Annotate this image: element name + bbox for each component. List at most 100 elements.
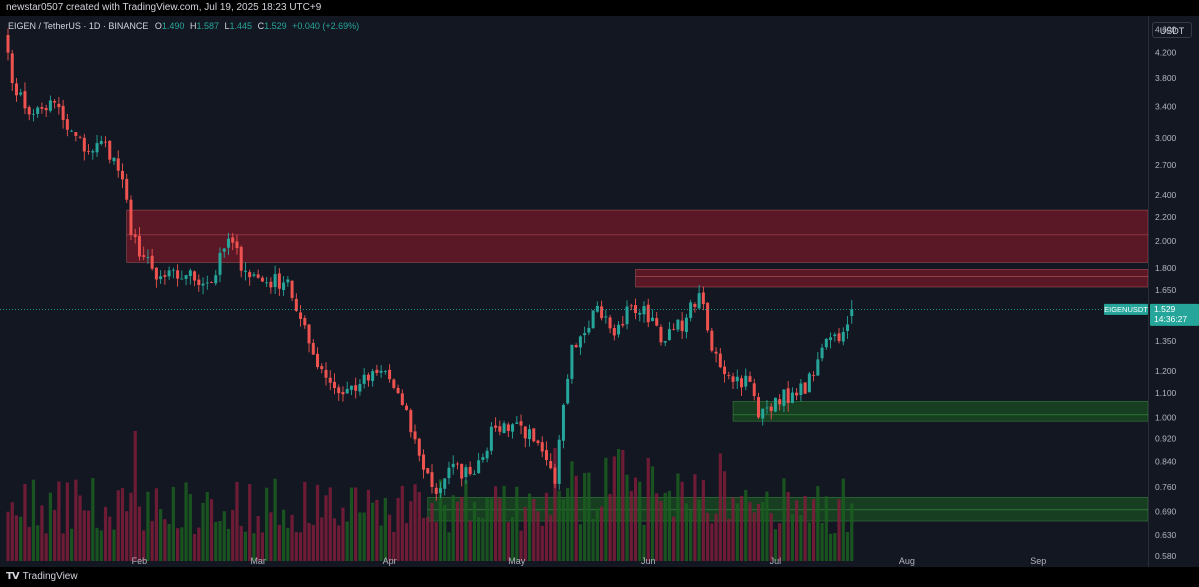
volume-bar <box>841 478 845 561</box>
candle-body <box>583 333 587 336</box>
candle-body <box>65 119 69 130</box>
candle-body <box>413 431 417 440</box>
candle-body <box>540 442 544 452</box>
candle-body <box>604 316 608 318</box>
volume-bar <box>812 498 816 561</box>
candle-body <box>320 366 324 370</box>
volume-bar <box>176 528 180 561</box>
price-axis-tick: 1.000 <box>1155 412 1177 422</box>
candle-body <box>78 136 82 138</box>
candle-body <box>269 281 273 288</box>
candle-body <box>6 35 10 53</box>
volume-bar <box>604 457 608 561</box>
volume-bar <box>752 512 756 561</box>
price-axis-tick: 4.600 <box>1155 24 1177 34</box>
volume-bar <box>192 534 197 561</box>
candle-body <box>99 141 103 144</box>
candle-body <box>676 319 680 330</box>
candle-body <box>430 472 434 488</box>
volume-bar <box>163 519 167 561</box>
volume-bar <box>10 502 14 561</box>
volume-bar <box>828 533 833 561</box>
chart-frame[interactable]: FebMarAprMayJunJulAugSepOct EIGEN / Teth… <box>0 16 1199 567</box>
candle-body <box>362 374 366 384</box>
volume-bar <box>646 457 650 561</box>
price-axis-tick: 1.100 <box>1155 388 1177 398</box>
candle-body <box>748 376 752 382</box>
candle-body <box>129 199 133 235</box>
price-axis-tick: 2.700 <box>1155 160 1177 170</box>
candle-body <box>307 324 311 344</box>
volume-bar <box>375 499 379 561</box>
candle-body <box>765 407 769 409</box>
attribution-bar: newstar0507 created with TradingView.com… <box>0 0 1199 16</box>
candle-body <box>638 312 642 315</box>
resistance-zone <box>126 209 1148 263</box>
volume-bar <box>57 481 61 561</box>
price-axis-tick: 0.630 <box>1155 530 1177 540</box>
candle-body <box>587 327 591 333</box>
volume-bar <box>549 514 553 561</box>
candle-body <box>163 275 167 277</box>
currency-button[interactable]: USDT <box>1152 22 1192 38</box>
volume-bar <box>481 518 485 561</box>
volume-bar <box>44 533 48 561</box>
volume-bar <box>570 461 574 561</box>
candle-body <box>443 478 447 489</box>
volume-bar <box>290 514 294 561</box>
volume-bar <box>243 531 248 561</box>
volume-bar <box>231 510 235 561</box>
candle-body <box>502 423 506 434</box>
candle-body <box>235 241 239 249</box>
candle-body <box>612 328 616 336</box>
volume-bar <box>421 518 426 561</box>
volume-bar <box>527 493 532 561</box>
tradingview-logo[interactable]: 𝗧𝗩 TradingView <box>6 571 78 582</box>
candle-body <box>226 238 230 248</box>
candle-body <box>205 282 209 284</box>
candle-body <box>846 324 850 331</box>
volume-bar <box>786 491 790 561</box>
candle-body <box>714 351 718 354</box>
price-chart[interactable]: FebMarAprMayJunJulAugSepOct <box>0 16 1148 567</box>
candle-body <box>201 283 205 286</box>
price-axis[interactable]: 4.600 4.200 3.800 3.400 3.000 2.700 2.400 2.200… <box>1148 16 1199 567</box>
candle-body <box>528 429 532 440</box>
tradingview-icon: 𝗧𝗩 <box>6 571 20 582</box>
candle-body <box>799 383 803 396</box>
volume-bar <box>536 511 540 561</box>
volume-bar <box>307 522 311 561</box>
candle-body <box>27 107 31 115</box>
candle-body <box>434 487 438 494</box>
candle-body <box>578 336 582 348</box>
volume-bar <box>472 501 476 561</box>
candle-body <box>481 457 485 460</box>
candle-body <box>752 383 756 397</box>
candle-body <box>655 318 659 326</box>
resistance-zone <box>635 269 1148 288</box>
candle-body <box>70 130 74 132</box>
volume-bar <box>498 498 502 561</box>
candle-body <box>820 347 824 359</box>
volume-bar <box>48 492 52 561</box>
candle-body <box>392 379 396 388</box>
candle-body <box>23 91 27 109</box>
volume-bar <box>744 490 748 561</box>
candle-body <box>773 397 777 412</box>
candle-body <box>460 463 464 479</box>
volume-bar <box>612 456 616 561</box>
candle-body <box>807 373 811 393</box>
candle-body <box>447 467 451 479</box>
candle-body <box>176 270 180 279</box>
volume-bar <box>510 517 515 561</box>
volume-bar <box>557 490 561 561</box>
candle-body <box>375 369 379 373</box>
volume-bar <box>718 453 722 561</box>
candle-body <box>803 382 807 394</box>
candle-body <box>277 273 281 289</box>
candle-body <box>324 369 328 378</box>
candle-body <box>659 326 663 343</box>
volume-bar <box>566 488 570 561</box>
volume-bar <box>82 510 86 561</box>
candle-body <box>485 450 489 459</box>
